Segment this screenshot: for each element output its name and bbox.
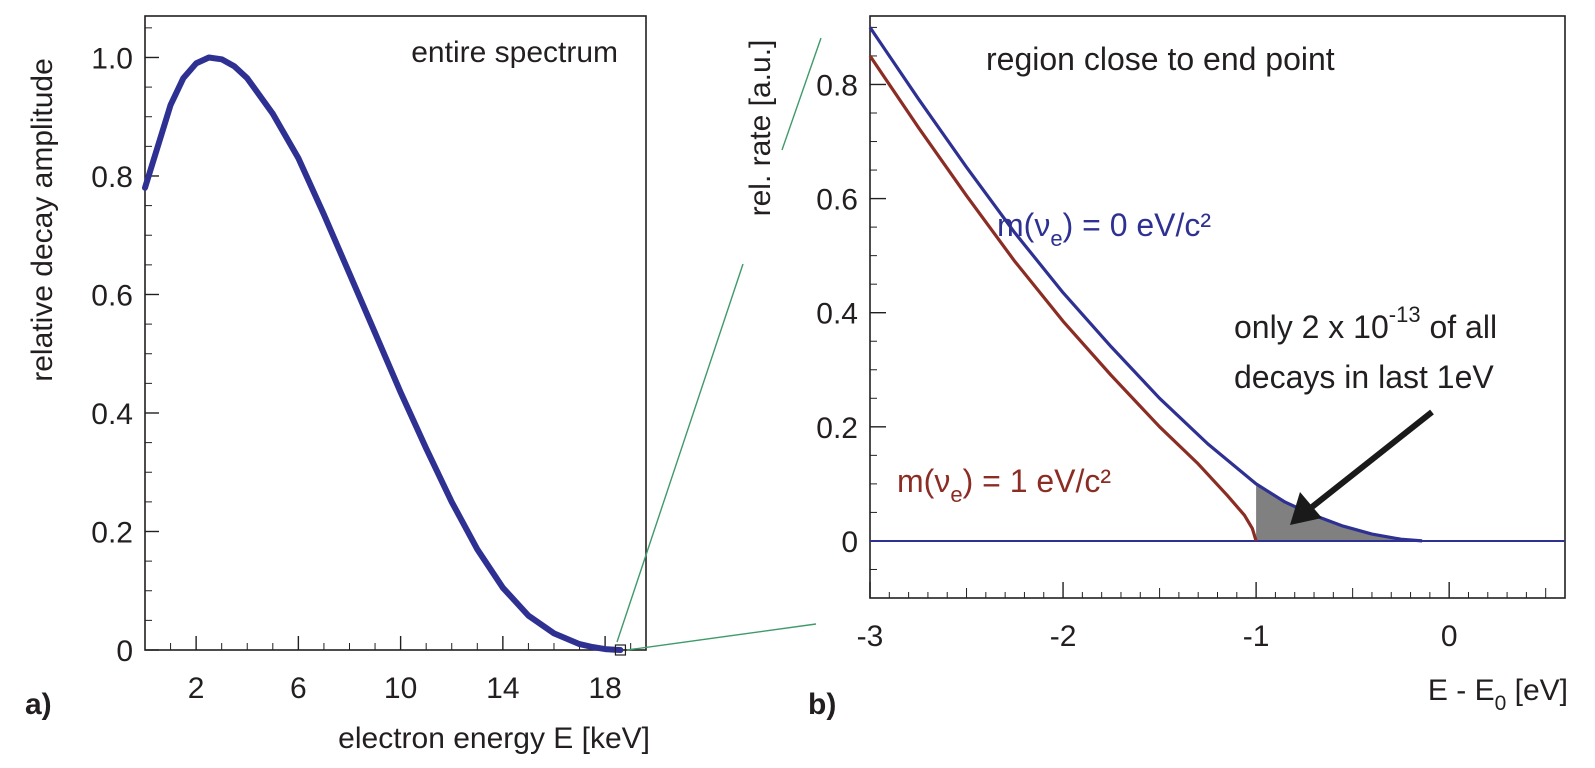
panel-b-ylabel: rel. rate [a.u.] (744, 40, 777, 217)
a-xtick-label: 6 (290, 672, 307, 705)
b-ytick-label: 0.4 (816, 298, 858, 331)
panel-a-spectrum-line (142, 54, 624, 653)
panel-a-title: entire spectrum (411, 36, 618, 69)
b-xtick-label: -2 (1050, 620, 1077, 653)
panel-b-annotation-line2: decays in last 1eV (1234, 359, 1494, 395)
panel-a-label: a) (25, 688, 52, 721)
panel-b-title: region close to end point (986, 41, 1335, 77)
panel-a-zoom-box (614, 644, 627, 656)
a-ytick-label: 1.0 (91, 42, 133, 75)
panel-b-xlabel: E - E0 [eV] (1428, 674, 1568, 715)
a-ytick-label: 0 (116, 635, 133, 668)
panel-b-label: b) (808, 688, 836, 721)
panel-a-frame (144, 15, 647, 651)
b-ytick-label: 0.2 (816, 412, 858, 445)
panel-b-annotation-line1: only 2 x 10-13 of all (1234, 302, 1497, 345)
b-ytick-label: 0.6 (816, 184, 858, 217)
zoom-connector (616, 37, 822, 651)
b-xtick-label: -3 (857, 620, 884, 653)
annotation-arrow (1290, 409, 1434, 525)
a-ytick-label: 0.4 (91, 398, 133, 431)
a-xtick-label: 10 (384, 672, 417, 705)
b-xtick-label: -1 (1243, 620, 1270, 653)
zoom-line-top-left (781, 37, 822, 151)
zoom-line-bottom (626, 623, 817, 651)
panel-b-frame (869, 15, 1566, 599)
a-ytick-label: 0.2 (91, 516, 133, 549)
a-ytick-label: 0.8 (91, 161, 133, 194)
b-ytick-label: 0.8 (816, 69, 858, 102)
zoom-line-top (616, 263, 744, 643)
b-xtick-label: 0 (1441, 620, 1458, 653)
panel-a-xlabel: electron energy E [keV] (338, 722, 650, 755)
panel-b-massless-line (868, 26, 1423, 543)
panel-b: -3 -2 -1 0 0 0.2 0.4 0.6 0.8 region close to end… (744, 15, 1568, 721)
panel-a: 2 6 10 14 18 0 0.2 0.4 0.6 0.8 1.0 entire spectrum… (25, 15, 650, 755)
a-xtick-label: 18 (588, 672, 621, 705)
panel-b-massive-line (868, 55, 1258, 542)
b-ytick-label: 0 (841, 526, 858, 559)
a-ytick-label: 0.6 (91, 279, 133, 312)
panel-b-shaded-region (1256, 483, 1423, 541)
a-xtick-label: 14 (486, 672, 519, 705)
a-xtick-label: 2 (188, 672, 205, 705)
panel-a-ylabel: relative decay amplitude (26, 58, 59, 382)
panel-b-series1-label: m(νe) = 1 eV/c² (897, 463, 1111, 507)
panel-b-series0-label: m(νe) = 0 eV/c² (997, 207, 1211, 251)
